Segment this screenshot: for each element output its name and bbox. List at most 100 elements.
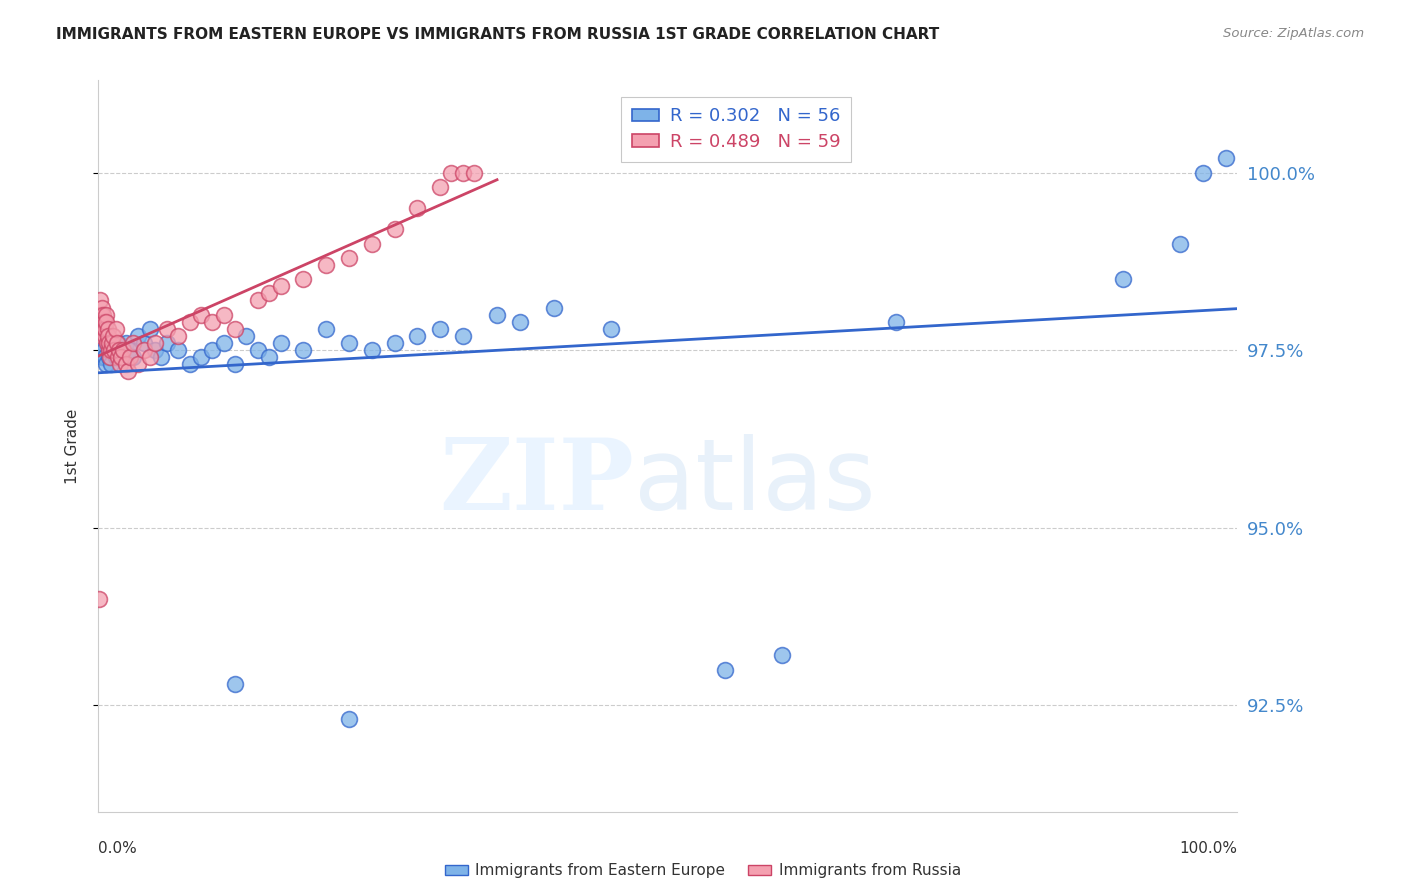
- Point: [600, 322, 623, 336]
- Point: [145, 336, 167, 351]
- Point: [429, 179, 451, 194]
- Point: [104, 322, 127, 336]
- Point: [98, 350, 121, 364]
- Point: [101, 336, 124, 351]
- Point: [156, 336, 179, 351]
- Point: [117, 364, 139, 378]
- Point: [190, 308, 212, 322]
- Point: [337, 336, 360, 351]
- Point: [118, 343, 141, 358]
- Point: [114, 336, 136, 351]
- Point: [190, 350, 212, 364]
- Point: [97, 329, 120, 343]
- Point: [108, 343, 131, 358]
- Point: [884, 315, 907, 329]
- Legend: R = 0.302   N = 56, R = 0.489   N = 59: R = 0.302 N = 56, R = 0.489 N = 59: [621, 96, 851, 161]
- Point: [246, 293, 269, 308]
- Point: [486, 308, 509, 322]
- Point: [224, 322, 246, 336]
- Point: [90, 315, 112, 329]
- Point: [120, 350, 142, 364]
- Point: [246, 343, 269, 358]
- Point: [132, 343, 155, 358]
- Point: [224, 677, 246, 691]
- Point: [315, 322, 337, 336]
- Point: [103, 343, 125, 358]
- Point: [259, 350, 281, 364]
- Point: [93, 315, 115, 329]
- Point: [98, 336, 121, 351]
- Point: [145, 343, 167, 358]
- Point: [108, 343, 131, 358]
- Point: [384, 336, 406, 351]
- Point: [105, 336, 128, 351]
- Point: [91, 336, 114, 351]
- Point: [509, 315, 531, 329]
- Point: [337, 251, 360, 265]
- Text: ZIP: ZIP: [439, 434, 634, 531]
- Point: [315, 258, 337, 272]
- Point: [156, 322, 179, 336]
- Point: [90, 308, 112, 322]
- Point: [110, 350, 132, 364]
- Point: [292, 343, 315, 358]
- Point: [103, 343, 125, 358]
- Point: [103, 329, 125, 343]
- Point: [91, 301, 114, 315]
- Point: [259, 286, 281, 301]
- Point: [89, 293, 111, 308]
- Point: [98, 343, 121, 358]
- Point: [150, 350, 173, 364]
- Point: [121, 350, 143, 364]
- Point: [201, 315, 224, 329]
- Y-axis label: 1st Grade: 1st Grade: [65, 409, 80, 483]
- Point: [1112, 272, 1135, 286]
- Point: [138, 350, 160, 364]
- Point: [112, 343, 135, 358]
- Point: [90, 343, 112, 358]
- Text: 100.0%: 100.0%: [1180, 841, 1237, 856]
- Point: [179, 357, 201, 371]
- Point: [100, 357, 122, 371]
- Point: [94, 308, 117, 322]
- Point: [127, 329, 149, 343]
- Point: [94, 322, 117, 336]
- Point: [111, 350, 134, 364]
- Point: [167, 343, 190, 358]
- Point: [463, 165, 485, 179]
- Point: [429, 322, 451, 336]
- Point: [101, 336, 124, 351]
- Point: [93, 329, 115, 343]
- Point: [87, 591, 110, 606]
- Point: [451, 165, 474, 179]
- Point: [406, 329, 429, 343]
- Point: [96, 315, 118, 329]
- Point: [90, 329, 112, 343]
- Point: [440, 165, 463, 179]
- Point: [270, 279, 292, 293]
- Point: [770, 648, 793, 663]
- Point: [360, 343, 382, 358]
- Point: [384, 222, 406, 236]
- Point: [212, 336, 235, 351]
- Point: [90, 350, 112, 364]
- Point: [108, 357, 131, 371]
- Point: [138, 322, 160, 336]
- Point: [89, 322, 111, 336]
- Point: [1192, 165, 1215, 179]
- Point: [270, 336, 292, 351]
- Point: [337, 713, 360, 727]
- Point: [100, 343, 122, 358]
- Point: [96, 336, 118, 351]
- Point: [107, 350, 129, 364]
- Point: [132, 336, 155, 351]
- Point: [543, 301, 565, 315]
- Text: IMMIGRANTS FROM EASTERN EUROPE VS IMMIGRANTS FROM RUSSIA 1ST GRADE CORRELATION C: IMMIGRANTS FROM EASTERN EUROPE VS IMMIGR…: [56, 27, 939, 42]
- Point: [201, 343, 224, 358]
- Legend: Immigrants from Eastern Europe, Immigrants from Russia: Immigrants from Eastern Europe, Immigran…: [439, 857, 967, 884]
- Point: [167, 329, 190, 343]
- Point: [93, 322, 115, 336]
- Point: [224, 357, 246, 371]
- Point: [96, 357, 118, 371]
- Point: [235, 329, 257, 343]
